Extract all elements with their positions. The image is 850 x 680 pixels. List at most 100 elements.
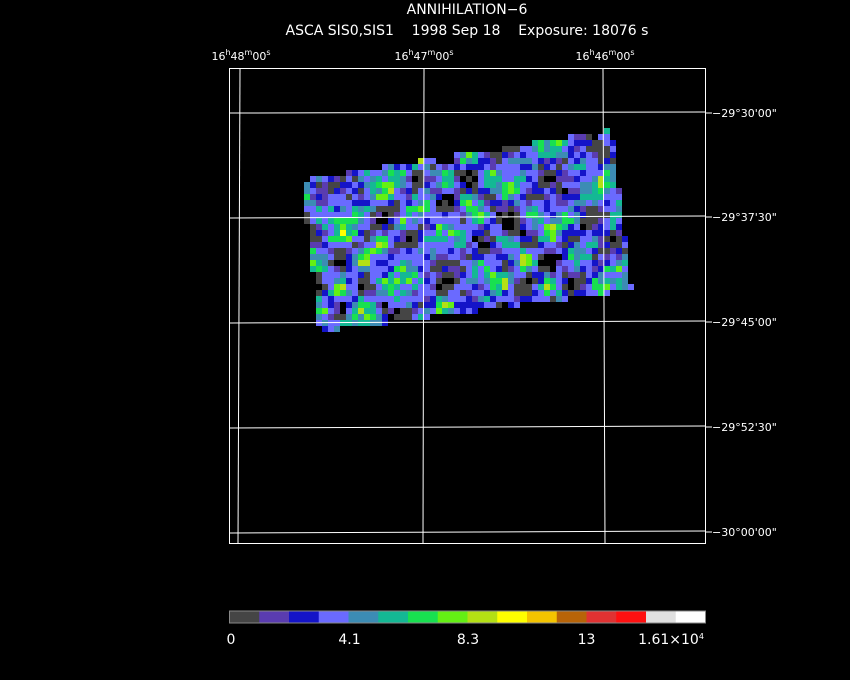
pixel xyxy=(346,272,352,278)
pixel xyxy=(604,140,610,146)
pixel xyxy=(508,296,514,302)
pixel xyxy=(370,266,376,272)
pixel xyxy=(544,278,550,284)
pixel xyxy=(430,308,436,314)
pixel xyxy=(574,134,580,140)
pixel xyxy=(526,248,532,254)
pixel xyxy=(334,230,340,236)
pixel xyxy=(490,272,496,278)
pixel xyxy=(604,188,610,194)
pixel xyxy=(622,236,628,242)
dec-grid-line xyxy=(229,530,706,534)
pixel xyxy=(538,290,544,296)
pixel xyxy=(478,212,484,218)
pixel xyxy=(484,188,490,194)
pixel xyxy=(340,194,346,200)
pixel xyxy=(580,164,586,170)
pixel xyxy=(592,194,598,200)
pixel xyxy=(478,248,484,254)
pixel xyxy=(352,224,358,230)
pixel xyxy=(514,158,520,164)
pixel xyxy=(418,308,424,314)
pixel xyxy=(514,212,520,218)
pixel xyxy=(316,218,322,224)
pixel xyxy=(472,284,478,290)
pixel xyxy=(592,188,598,194)
colorbar-label-part: 13 xyxy=(578,632,596,648)
pixel xyxy=(388,176,394,182)
pixel xyxy=(436,188,442,194)
pixel xyxy=(316,296,322,302)
pixel xyxy=(448,224,454,230)
pixel xyxy=(454,176,460,182)
pixel xyxy=(358,194,364,200)
pixel xyxy=(466,152,472,158)
colorbar-cell xyxy=(408,611,439,623)
pixel xyxy=(394,314,400,320)
pixel xyxy=(310,230,316,236)
pixel xyxy=(478,200,484,206)
pixel xyxy=(460,152,466,158)
pixel xyxy=(496,266,502,272)
pixel xyxy=(478,290,484,296)
pixel xyxy=(502,242,508,248)
pixel xyxy=(532,248,538,254)
pixel xyxy=(616,194,622,200)
pixel xyxy=(562,284,568,290)
pixel xyxy=(610,188,616,194)
ra-label-part: 16 xyxy=(575,50,589,63)
pixel xyxy=(568,164,574,170)
pixel xyxy=(610,230,616,236)
colorbar-cell xyxy=(497,611,528,623)
pixel xyxy=(616,284,622,290)
pixel xyxy=(322,194,328,200)
pixel xyxy=(316,176,322,182)
pixel xyxy=(418,176,424,182)
pixel xyxy=(304,206,310,212)
pixel xyxy=(598,200,604,206)
pixel xyxy=(322,314,328,320)
pixel xyxy=(376,224,382,230)
pixel xyxy=(430,302,436,308)
pixel xyxy=(568,260,574,266)
pixel xyxy=(424,182,430,188)
pixel xyxy=(586,164,592,170)
pixel xyxy=(556,140,562,146)
pixel xyxy=(520,206,526,212)
pixel xyxy=(442,164,448,170)
pixel xyxy=(370,290,376,296)
pixel xyxy=(352,200,358,206)
pixel xyxy=(370,254,376,260)
pixel xyxy=(598,152,604,158)
pixel xyxy=(526,296,532,302)
pixel xyxy=(418,212,424,218)
pixel xyxy=(586,236,592,242)
pixel xyxy=(538,200,544,206)
pixel xyxy=(418,296,424,302)
pixel xyxy=(484,182,490,188)
ra-label-part: s xyxy=(266,48,270,57)
pixel xyxy=(352,296,358,302)
pixel xyxy=(436,296,442,302)
pixel xyxy=(610,260,616,266)
pixel xyxy=(400,266,406,272)
pixel xyxy=(508,266,514,272)
pixel xyxy=(610,140,616,146)
colorbar-cell xyxy=(467,611,498,623)
pixel xyxy=(442,296,448,302)
pixel xyxy=(568,146,574,152)
pixel xyxy=(514,224,520,230)
pixel xyxy=(478,176,484,182)
pixel xyxy=(562,248,568,254)
pixel xyxy=(394,212,400,218)
pixel xyxy=(556,170,562,176)
pixel xyxy=(334,284,340,290)
pixel xyxy=(526,164,532,170)
pixel xyxy=(400,170,406,176)
pixel xyxy=(352,194,358,200)
pixel xyxy=(394,230,400,236)
pixel xyxy=(310,242,316,248)
pixel xyxy=(442,308,448,314)
pixel xyxy=(502,278,508,284)
